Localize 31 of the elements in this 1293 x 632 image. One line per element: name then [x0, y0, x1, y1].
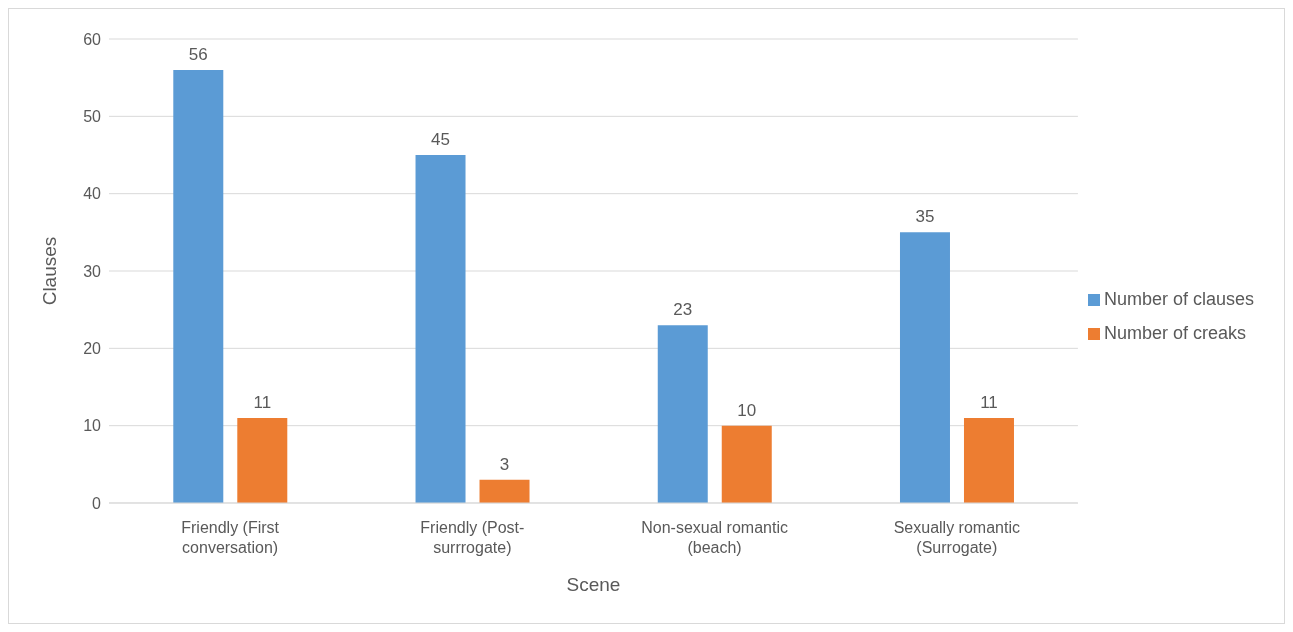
- bar: [173, 69, 224, 503]
- data-label: 35: [915, 207, 935, 227]
- legend-label: Number of clauses: [1103, 289, 1254, 309]
- x-tick-label: Non-sexual romantic (beach): [641, 519, 788, 556]
- y-axis-title: Clauses: [38, 236, 60, 306]
- x-tick-label: Friendly (Post-surrrogate): [420, 519, 525, 556]
- data-label: 56: [188, 44, 208, 64]
- y-tick-label: 60: [83, 30, 102, 48]
- x-axis-title: Scene: [566, 574, 621, 595]
- y-tick-label: 40: [83, 185, 102, 203]
- x-tick-label: Friendly (First conversation): [181, 519, 280, 556]
- y-tick-label: 20: [83, 340, 102, 358]
- bar: [963, 417, 1014, 503]
- bar: [899, 232, 950, 503]
- y-tick-label: 30: [83, 262, 102, 280]
- y-tick-label: 50: [83, 108, 102, 126]
- bar: [415, 155, 466, 503]
- x-tick-label: Sexually romantic (Surrogate): [893, 519, 1020, 556]
- bar: [657, 325, 708, 503]
- legend-label: Number of creaks: [1103, 323, 1246, 343]
- bar: [479, 479, 530, 503]
- data-label: 11: [980, 392, 998, 412]
- data-label: 10: [737, 400, 757, 420]
- bar: [721, 425, 772, 503]
- data-label: 45: [431, 130, 450, 149]
- y-tick-label: 10: [83, 417, 102, 435]
- data-label: 23: [673, 300, 693, 320]
- data-label: 11: [253, 392, 272, 412]
- bar: [237, 417, 288, 503]
- y-tick-label: 0: [92, 494, 102, 512]
- data-label: 3: [499, 454, 510, 474]
